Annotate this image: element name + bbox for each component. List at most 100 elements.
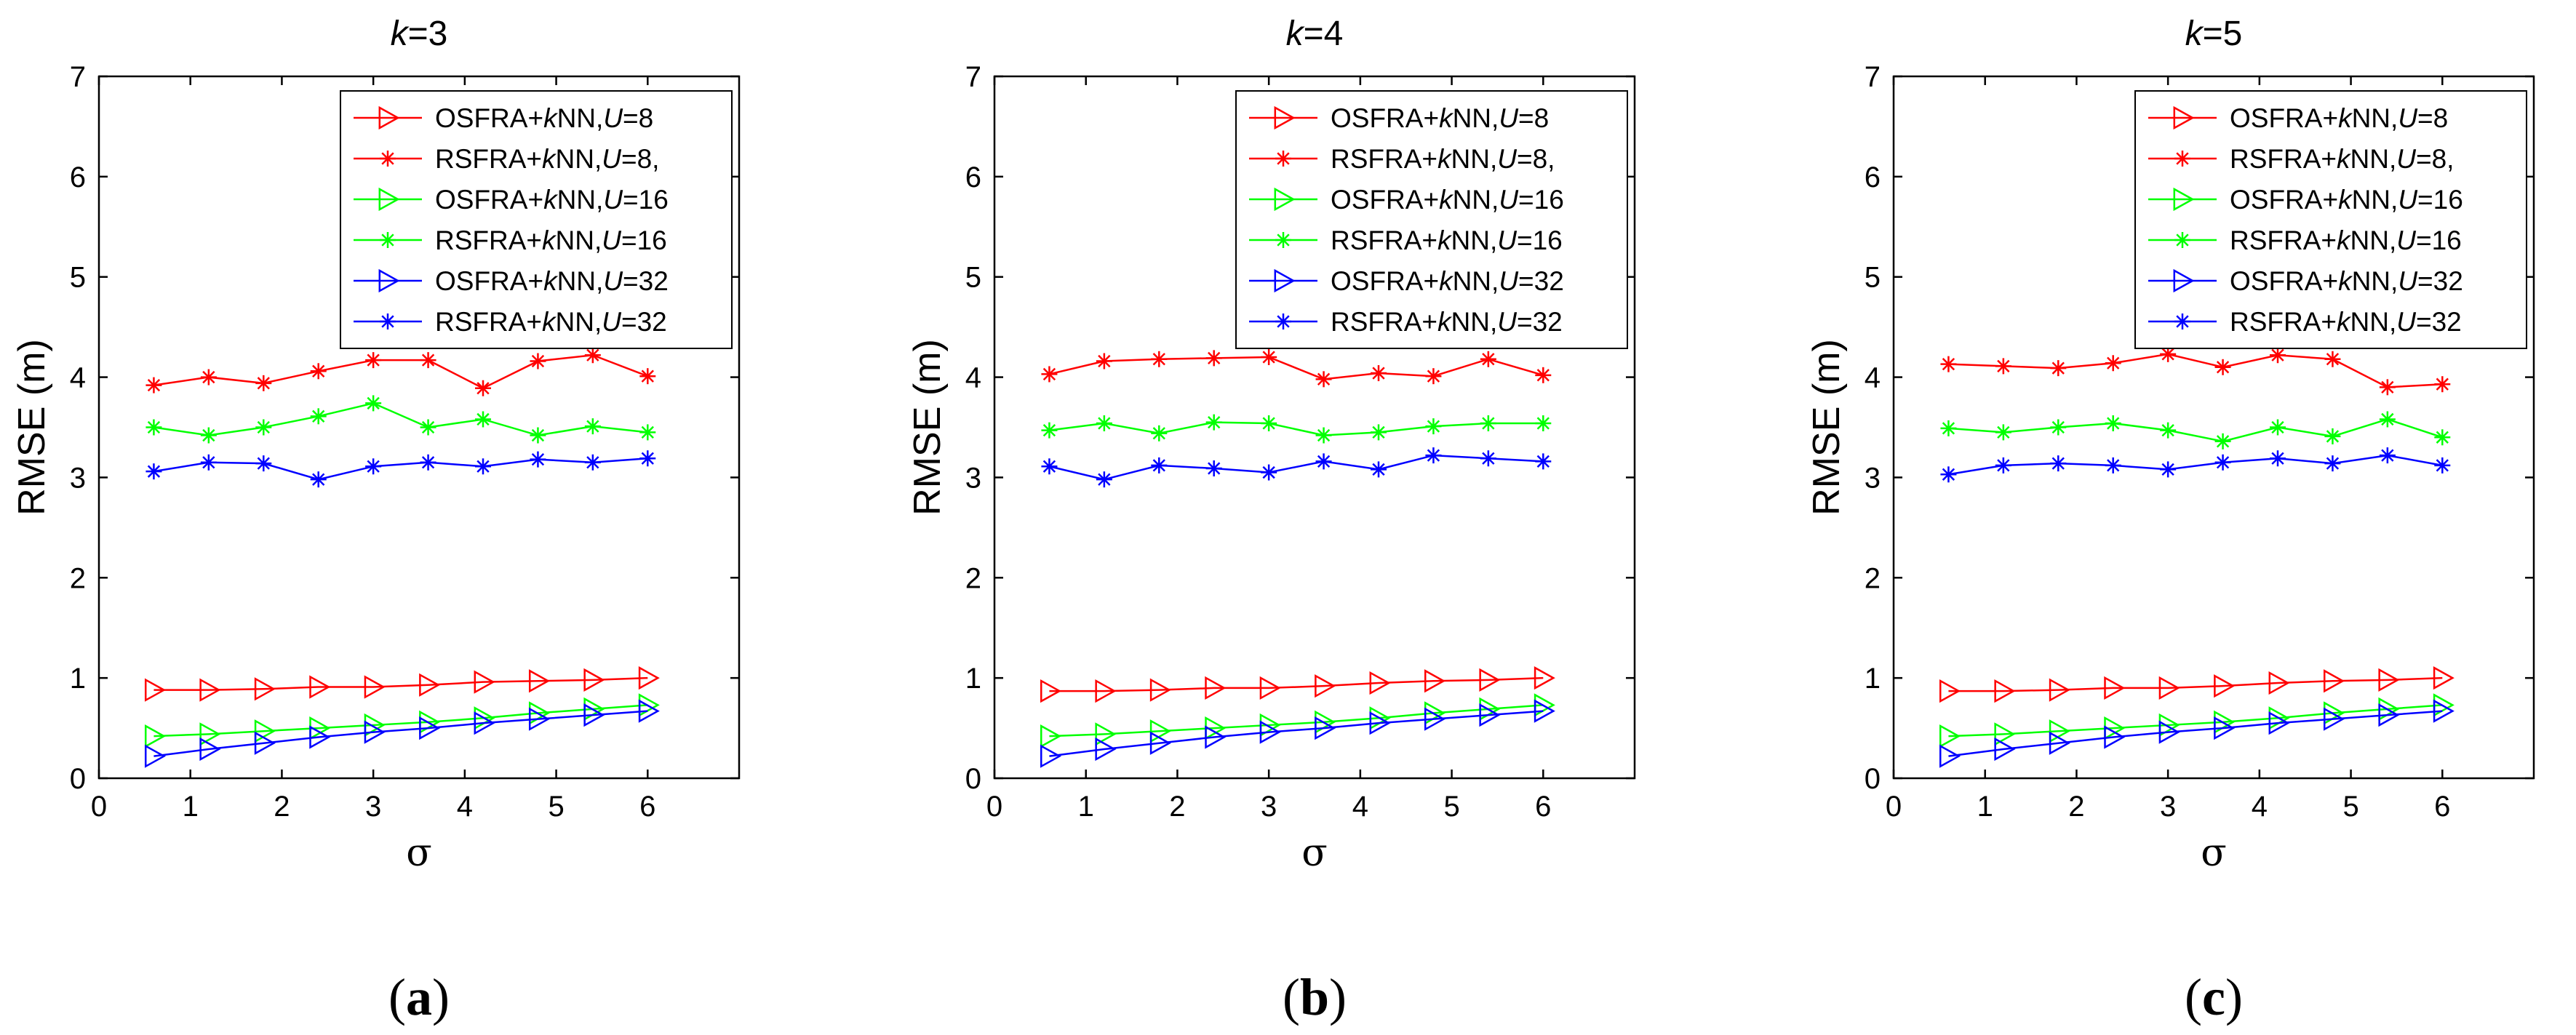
- legend-marker: [2173, 268, 2195, 293]
- data-point: [309, 725, 331, 749]
- legend-label: RSFRA+kNN,U=8,: [435, 144, 659, 174]
- data-point: [1425, 368, 1442, 385]
- x-tick-label: 0: [986, 791, 1002, 823]
- series-line: [1948, 454, 2443, 476]
- data-point: [145, 463, 162, 480]
- data-point: [1259, 676, 1281, 700]
- data-point: [583, 668, 605, 692]
- data-point: [1480, 415, 1496, 431]
- data-point: [254, 719, 276, 743]
- x-axis-label: σ: [406, 831, 432, 875]
- y-tick-label: 2: [1865, 562, 1881, 594]
- data-point: [639, 368, 656, 385]
- chart-panel-3: 0 1 2 3 4 5 6 0 1 2 3 4 5 6 7 k=5 RMSE (m) σ (c) OSFRA+kNN,…: [1806, 15, 2535, 1026]
- series-line: [1948, 704, 2443, 738]
- data-point: [1205, 414, 1222, 431]
- legend-entry: RSFRA+kNN,U=32: [2148, 307, 2462, 337]
- data-point: [364, 675, 386, 699]
- x-tick-label: 1: [1977, 791, 1993, 823]
- data-point: [1369, 711, 1391, 735]
- data-point: [144, 678, 167, 702]
- data-point: [1371, 365, 1387, 382]
- series-2: [1940, 345, 2451, 396]
- legend-label: OSFRA+kNN,U=16: [1331, 185, 1564, 215]
- legend-marker: [2173, 187, 2195, 212]
- data-point: [2268, 671, 2290, 695]
- series-line: [153, 710, 648, 757]
- data-point: [528, 707, 551, 731]
- chart-panel-1: 0 1 2 3 4 5 6 0 1 2 3 4 5 6 7 k=3 RMSE (m) σ (a) OSFRA+kNN,…: [11, 15, 741, 1026]
- legend-marker: [1274, 268, 1296, 293]
- data-point: [2324, 428, 2341, 444]
- y-axis-label: RMSE (m): [11, 339, 53, 516]
- y-tick-label: 0: [965, 763, 981, 795]
- data-point: [2270, 419, 2286, 436]
- chart-title: k=5: [2185, 15, 2243, 53]
- data-point: [2378, 703, 2400, 727]
- series-4: [1940, 411, 2451, 449]
- x-tick-label: 1: [1078, 791, 1094, 823]
- data-point: [365, 458, 382, 475]
- chart-title: k=4: [1286, 15, 1344, 53]
- data-point: [1939, 724, 1961, 748]
- x-tick-label: 2: [2068, 791, 2084, 823]
- x-tick-label: 6: [1535, 791, 1551, 823]
- data-point: [2214, 674, 2236, 698]
- y-tick-label: 1: [1865, 663, 1881, 695]
- data-point: [1261, 349, 1277, 365]
- legend-entry: OSFRA+kNN,U=32: [2148, 266, 2463, 296]
- data-point: [2268, 711, 2290, 735]
- series-1: [144, 666, 660, 702]
- legend-entry: OSFRA+kNN,U=8: [2148, 103, 2448, 133]
- data-point: [584, 347, 601, 364]
- data-point: [2049, 678, 2070, 702]
- data-point: [638, 666, 660, 690]
- data-point: [1315, 674, 1336, 698]
- legend-label: OSFRA+kNN,U=16: [2230, 185, 2463, 215]
- data-point: [2214, 454, 2231, 471]
- legend-marker: [1275, 313, 1291, 329]
- data-point: [1995, 457, 2011, 473]
- y-tick-label: 2: [70, 562, 86, 594]
- data-point: [1534, 666, 1555, 690]
- chart-title: k=3: [391, 15, 448, 53]
- data-point: [1371, 424, 1387, 441]
- series-1: [1939, 666, 2455, 703]
- data-point: [2160, 422, 2177, 439]
- data-point: [2214, 716, 2236, 740]
- legend-entry: OSFRA+kNN,U=16: [354, 185, 669, 215]
- data-point: [1535, 453, 1552, 470]
- data-point: [1371, 461, 1387, 478]
- x-tick-label: 4: [457, 791, 473, 823]
- data-point: [530, 451, 546, 468]
- data-point: [145, 377, 162, 393]
- data-point: [474, 711, 495, 735]
- data-point: [2214, 359, 2231, 375]
- y-tick-label: 4: [965, 362, 981, 394]
- data-point: [1994, 722, 2016, 746]
- data-point: [475, 458, 491, 475]
- y-tick-label: 4: [1865, 362, 1881, 394]
- legend-label: OSFRA+kNN,U=32: [435, 266, 669, 296]
- data-point: [145, 419, 162, 436]
- data-point: [1424, 669, 1446, 693]
- x-tick-label: 5: [2342, 791, 2358, 823]
- data-point: [1041, 366, 1058, 383]
- legend-entry: RSFRA+kNN,U=8,: [354, 144, 659, 174]
- data-point: [1205, 725, 1227, 749]
- data-point: [639, 424, 656, 441]
- data-point: [2323, 707, 2345, 731]
- legend-label: RSFRA+kNN,U=16: [1331, 225, 1563, 255]
- x-tick-label: 2: [274, 791, 290, 823]
- data-point: [1535, 367, 1552, 383]
- data-point: [1315, 427, 1332, 444]
- data-point: [419, 673, 441, 697]
- data-point: [1940, 420, 1957, 436]
- series-line: [153, 353, 648, 390]
- data-point: [200, 369, 217, 385]
- series-6: [145, 450, 656, 488]
- legend-label: RSFRA+kNN,U=32: [2230, 307, 2462, 337]
- y-tick-label: 0: [1865, 763, 1881, 795]
- x-tick-label: 2: [1169, 791, 1185, 823]
- panel-caption: (c): [2185, 968, 2243, 1026]
